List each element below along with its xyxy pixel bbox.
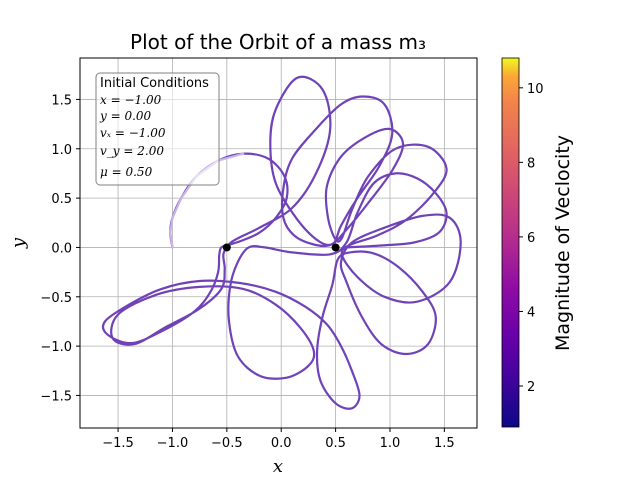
colorbar-tick-label: 10	[527, 82, 544, 97]
y-axis-ticks: −1.5 −1.0 −0.5 0.0 0.5 1.0 1.5	[40, 93, 80, 404]
y-tick-label: 0.0	[51, 241, 72, 256]
ic-line-vy: v_y = 2.00	[100, 144, 164, 158]
ic-line-mu: μ = 0.50	[100, 165, 153, 179]
mass-point	[222, 243, 231, 252]
y-tick-label: −1.0	[40, 340, 72, 355]
colorbar-label: Magnitude of Veclocity	[552, 135, 574, 351]
y-tick-label: −1.5	[40, 389, 72, 404]
plot-frame	[79, 57, 478, 429]
x-axis-label: x	[273, 456, 283, 477]
ic-line-vx: vₓ = −1.00	[100, 126, 166, 140]
x-tick-label: 0.5	[325, 436, 346, 451]
initial-conditions-frame	[95, 72, 220, 186]
initial-conditions-box: Initial Conditions x = −1.00 y = 0.00 vₓ…	[95, 72, 220, 186]
x-tick-label: 1.0	[380, 436, 401, 451]
colorbar-tick-label: 4	[527, 305, 535, 320]
masses	[222, 243, 340, 252]
colorbar-ticks: 2 4 6 8 10	[519, 82, 544, 395]
x-tick-label: −1.5	[102, 436, 134, 451]
colorbar	[501, 57, 520, 428]
colorbar-tick-label: 2	[527, 380, 535, 395]
x-tick-label: −1.0	[157, 436, 189, 451]
y-tick-label: −0.5	[40, 291, 72, 306]
x-tick-label: −0.5	[211, 436, 243, 451]
colorbar-tick-label: 6	[527, 231, 535, 246]
y-axis-label: y	[8, 237, 29, 249]
initial-conditions-heading: Initial Conditions	[100, 76, 209, 91]
ic-line-y: y = 0.00	[99, 109, 152, 123]
x-tick-label: 1.5	[434, 436, 455, 451]
x-tick-label: 0.0	[271, 436, 292, 451]
y-tick-label: 1.0	[51, 143, 72, 158]
mass-point	[331, 243, 340, 252]
x-axis-ticks: −1.5 −1.0 −0.5 0.0 0.5 1.0 1.5	[102, 428, 455, 451]
chart-title: Plot of the Orbit of a mass m₃	[130, 30, 426, 54]
y-tick-label: 1.5	[51, 93, 72, 108]
orbit-line	[101, 75, 462, 410]
colorbar-tick-label: 8	[527, 156, 535, 171]
ic-line-x: x = −1.00	[100, 93, 162, 107]
y-tick-label: 0.5	[51, 192, 72, 207]
